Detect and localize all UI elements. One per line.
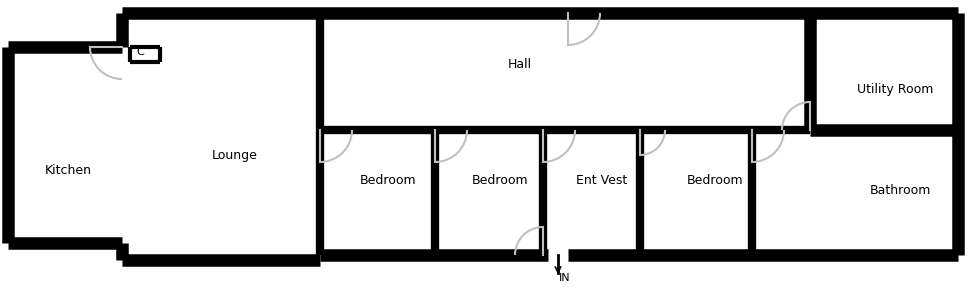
Text: Bedroom: Bedroom [687, 173, 743, 187]
Text: Bathroom: Bathroom [869, 183, 931, 197]
Text: C: C [136, 47, 144, 57]
Text: Ent Vest: Ent Vest [576, 173, 627, 187]
Text: Bedroom: Bedroom [471, 173, 528, 187]
Text: Utility Room: Utility Room [857, 84, 933, 96]
Text: Kitchen: Kitchen [44, 163, 91, 176]
Text: Bedroom: Bedroom [360, 173, 416, 187]
Text: Lounge: Lounge [212, 149, 258, 161]
Text: IN: IN [560, 273, 570, 283]
Text: Hall: Hall [508, 59, 532, 71]
